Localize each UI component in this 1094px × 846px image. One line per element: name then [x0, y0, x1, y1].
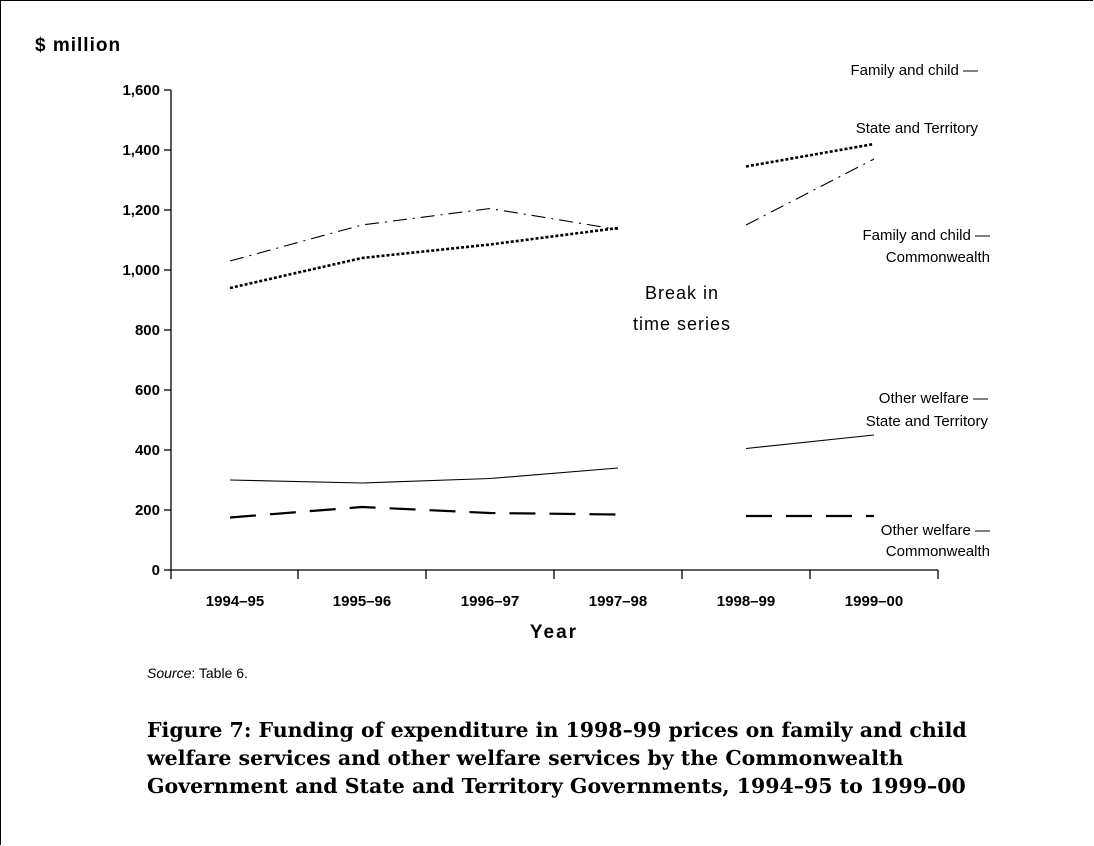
x-tick-label: 1994–95	[206, 593, 264, 610]
series-line	[229, 207, 619, 262]
series-label: Family and child —	[862, 227, 990, 244]
line-chart: 0 200 400 600 800 1,000 1,200 1,400 1,600 1994–95…	[35, 35, 990, 643]
y-axis-title: $ million	[35, 35, 121, 56]
series-line	[229, 505, 619, 519]
y-tick-label: 1,400	[122, 142, 160, 159]
y-tick-label: 600	[135, 382, 160, 399]
series-label: State and Territory	[866, 413, 989, 430]
series-label: Other welfare —	[879, 390, 988, 407]
chart-axes: 0 200 400 600 800 1,000 1,200 1,400 1,600 1994–95…	[35, 35, 939, 643]
y-tick-label: 0	[152, 562, 160, 579]
x-axis-title: Year	[530, 622, 578, 643]
x-tick-label: 1998–99	[717, 593, 775, 610]
series-label: Commonwealth	[886, 543, 990, 560]
y-tick-label: 200	[135, 502, 160, 519]
series-line	[745, 158, 875, 226]
source-text: : Table 6.	[191, 665, 248, 681]
y-tick-label: 1,600	[122, 82, 160, 99]
series-line	[229, 467, 619, 484]
series-line	[745, 142, 875, 168]
break-in-series-label: time series	[633, 314, 731, 334]
source-label: Source	[147, 665, 192, 681]
y-tick-label: 1,000	[122, 262, 160, 279]
series-label: Other welfare —	[881, 522, 990, 539]
x-tick-label: 1996–97	[461, 593, 519, 610]
x-tick-label: 1999–00	[845, 593, 903, 610]
series-line	[745, 434, 875, 450]
y-tick-label: 800	[135, 322, 160, 339]
source-note: Source: Table 6.	[147, 665, 248, 681]
series-label: State and Territory	[856, 120, 979, 137]
chart-series	[229, 142, 875, 519]
x-tick-label: 1997–98	[589, 593, 647, 610]
y-tick-label: 400	[135, 442, 160, 459]
x-tick-label: 1995–96	[333, 593, 391, 610]
y-tick-label: 1,200	[122, 202, 160, 219]
break-in-series-label: Break in	[645, 283, 719, 303]
figure-caption: Figure 7: Funding of expenditure in 1998…	[147, 718, 967, 798]
series-label: Family and child —	[850, 62, 978, 79]
chart-annotations: Family and child — State and Territory Fam…	[633, 62, 990, 560]
series-label: Commonwealth	[886, 249, 990, 266]
series-line	[229, 226, 619, 290]
